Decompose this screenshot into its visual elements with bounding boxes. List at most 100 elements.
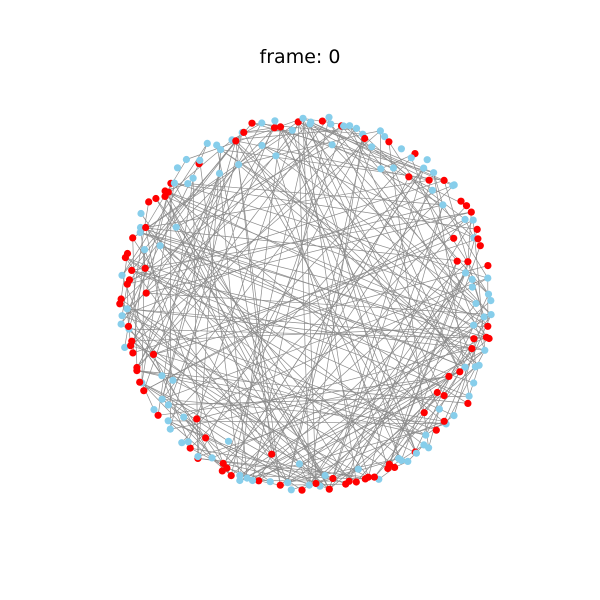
graph-node-susceptible [354,465,362,473]
graph-node-susceptible [235,161,243,169]
graph-edge [136,370,426,436]
graph-node-susceptible [420,441,428,449]
graph-node-susceptible [166,425,174,433]
graph-node-susceptible [389,164,397,172]
graph-node-infected [405,173,413,181]
graph-node-susceptible [258,141,266,150]
graph-edge [158,376,449,416]
graph-node-infected [473,225,481,233]
edges-layer [119,117,492,491]
graph-edge [280,300,492,486]
graph-node-susceptible [208,454,216,462]
graph-node-susceptible [284,479,292,487]
graph-edge [164,190,477,304]
graph-node-infected [445,372,453,380]
graph-edge [348,261,458,482]
graph-edge [145,227,174,381]
graph-node-susceptible [258,119,266,127]
graph-node-susceptible [287,486,295,494]
graph-node-susceptible [236,471,244,479]
graph-edge [162,398,447,425]
graph-node-infected [468,345,476,353]
graph-node-infected [467,208,475,216]
graph-edge [310,121,492,315]
graph-edge [332,272,466,479]
graph-node-infected [227,472,235,480]
graph-edge [261,145,477,304]
graph-node-susceptible [182,155,190,164]
graph-edge [120,164,239,325]
graph-node-infected [385,138,393,146]
graph-edge [393,167,476,367]
graph-edge [164,190,350,482]
graph-edge [161,173,220,400]
graph-node-susceptible [435,405,443,413]
graph-node-infected [450,234,458,242]
graph-edge [298,121,467,207]
graph-edge [235,140,417,454]
graph-node-infected [476,242,484,250]
graph-node-susceptible [203,139,211,147]
graph-edge [345,204,444,485]
graph-edge [128,326,232,476]
graph-node-infected [276,123,285,131]
graph-edge [172,379,369,478]
graph-node-infected [384,464,392,473]
graph-edge [127,204,443,285]
graph-node-susceptible [352,124,361,132]
graph-node-susceptible [158,372,166,380]
graph-node-susceptible [468,283,476,291]
graph-edge [258,314,492,482]
graph-edge [310,121,455,186]
graph-node-susceptible [180,413,188,421]
graph-node-susceptible [266,478,274,486]
graph-edge [161,277,488,400]
graph-edge [238,133,363,165]
graph-edge [143,219,474,392]
graph-node-susceptible [137,209,145,218]
graph-node-susceptible [346,122,354,130]
graph-edge [302,118,440,410]
graph-edge [132,237,138,368]
graph-node-susceptible [305,481,313,489]
graph-edge [297,121,310,486]
graph-node-infected [484,262,492,270]
graph-node-infected [276,481,284,489]
graph-node-susceptible [481,346,489,354]
graph-node-infected [462,202,471,210]
graph-node-susceptible [170,179,178,187]
graph-edge [287,366,466,483]
graph-node-infected [391,463,399,471]
graph-edge [121,275,189,442]
nodes-layer [116,113,495,494]
graph-edge [145,227,395,468]
graph-node-infected [453,257,461,265]
graph-node-susceptible [340,122,348,130]
graph-node-susceptible [156,242,164,250]
graph-edge [145,227,321,487]
graph-edge [291,130,389,469]
graph-node-susceptible [136,223,145,232]
graph-edge [159,245,466,368]
graph-node-susceptible [368,143,376,151]
graph-node-susceptible [288,126,296,134]
graph-edge [443,180,485,318]
graph-edge [169,183,172,430]
graph-node-susceptible [184,180,192,188]
graph-edge [291,468,359,491]
graph-node-susceptible [236,476,244,485]
graph-node-infected [140,387,148,395]
graph-edge [464,350,486,368]
graph-edge [197,458,326,476]
graph-edge [331,144,444,206]
graph-edge [302,117,430,181]
graph-node-infected [342,480,350,488]
graph-edge [280,126,466,368]
graph-node-infected [325,485,333,493]
graph-edge [164,196,330,490]
graph-node-infected [474,235,482,243]
graph-node-infected [456,368,464,376]
graph-node-susceptible [412,449,420,457]
graph-edge [301,338,490,491]
